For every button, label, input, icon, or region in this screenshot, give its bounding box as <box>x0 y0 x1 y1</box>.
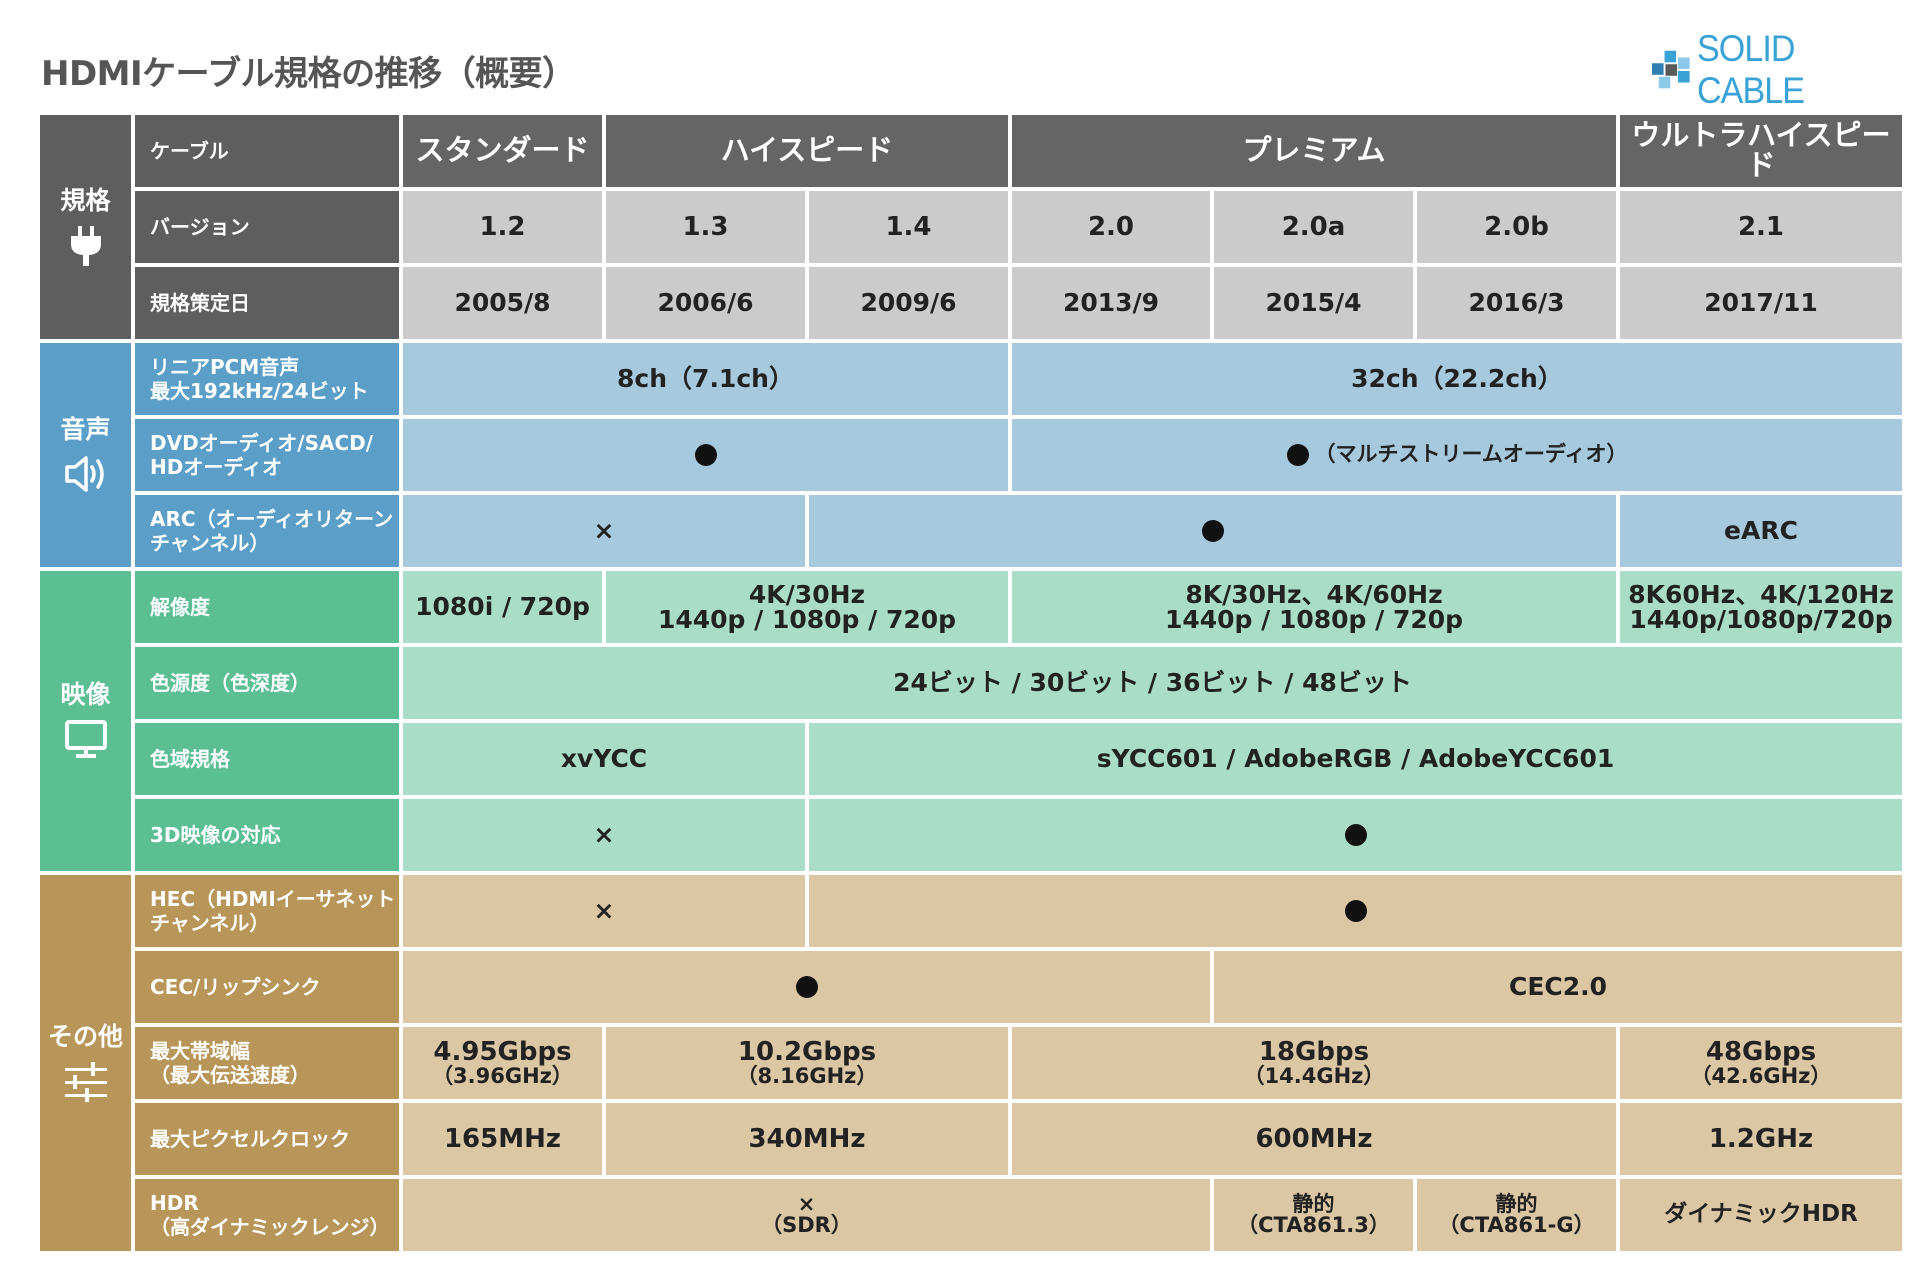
hdmi-spec-table: 規格 音声 映像 その他 ケーブル スタンダード ハイスピード プレミアム ウル… <box>40 115 1902 1251</box>
label-resolution: 解像度 <box>135 571 399 643</box>
label-arc: ARC（オーディオリターン チャンネル） <box>135 495 399 567</box>
arc-value <box>809 495 1616 567</box>
date-cell: 2013/9 <box>1012 267 1210 339</box>
hec-value: × <box>403 875 805 947</box>
supported-dot-icon <box>1344 824 1367 846</box>
version-cell: 2.0a <box>1214 191 1413 263</box>
date-cell: 2005/8 <box>403 267 602 339</box>
cec-value: CEC2.0 <box>1214 951 1902 1023</box>
label-pcm: リニアPCM音声 最大192kHz/24ビット <box>135 343 399 415</box>
dvd-audio-value <box>403 419 1008 491</box>
version-cell: 2.1 <box>1620 191 1902 263</box>
supported-dot-icon <box>1201 520 1224 542</box>
gamut-value: xvYCC <box>403 723 805 795</box>
monitor-icon <box>64 719 107 758</box>
dvd-audio-value: （マルチストリームオーディオ） <box>1012 419 1902 491</box>
supported-dot-icon <box>1344 900 1367 922</box>
label-hdr: HDR （高ダイナミックレンジ） <box>135 1179 399 1251</box>
label-date: 規格策定日 <box>135 267 399 339</box>
label-hec: HEC（HDMIイーサネット チャンネル） <box>135 875 399 947</box>
date-cell: 2006/6 <box>606 267 805 339</box>
logo-text: SOLID CABLE <box>1696 28 1805 111</box>
supported-dot-icon <box>1286 444 1309 466</box>
label-cec: CEC/リップシンク <box>135 951 399 1023</box>
cable-ultra-high-speed: ウルトラハイスピード <box>1620 115 1902 187</box>
date-cell: 2009/6 <box>809 267 1008 339</box>
label-gamut: 色域規格 <box>135 723 399 795</box>
bandwidth-value: 10.2Gbps （8.16GHz） <box>606 1027 1008 1099</box>
version-cell: 1.2 <box>403 191 602 263</box>
cable-standard: スタンダード <box>403 115 602 187</box>
pcm-value: 32ch（22.2ch） <box>1012 343 1902 415</box>
resolution-value: 4K/30Hz 1440p / 1080p / 720p <box>606 571 1008 643</box>
section-other: その他 <box>40 875 131 1251</box>
label-pixel-clock: 最大ピクセルクロック <box>135 1103 399 1175</box>
cec-value <box>403 951 1210 1023</box>
resolution-value: 1080i / 720p <box>403 571 602 643</box>
pixel-clock-value: 165MHz <box>403 1103 602 1175</box>
date-cell: 2015/4 <box>1214 267 1413 339</box>
hdr-value: 静的 （CTA861.3） <box>1214 1179 1413 1251</box>
3d-value <box>809 799 1902 871</box>
hdr-value: ダイナミックHDR <box>1620 1179 1902 1251</box>
gamut-value: sYCC601 / AdobeRGB / AdobeYCC601 <box>809 723 1902 795</box>
color-depth-value: 24ビット / 30ビット / 36ビット / 48ビット <box>403 647 1902 719</box>
3d-value: × <box>403 799 805 871</box>
version-cell: 2.0 <box>1012 191 1210 263</box>
label-color-depth: 色源度（色深度） <box>135 647 399 719</box>
version-cell: 1.3 <box>606 191 805 263</box>
bandwidth-value: 48Gbps （42.6GHz） <box>1620 1027 1902 1099</box>
plug-icon <box>70 225 101 266</box>
label-cable: ケーブル <box>135 115 399 187</box>
pixel-clock-value: 1.2GHz <box>1620 1103 1902 1175</box>
arc-value: × <box>403 495 805 567</box>
supported-dot-icon <box>795 976 818 998</box>
logo-mark-icon <box>1652 50 1690 89</box>
date-cell: 2016/3 <box>1417 267 1616 339</box>
pcm-value: 8ch（7.1ch） <box>403 343 1008 415</box>
version-cell: 1.4 <box>809 191 1008 263</box>
hdr-value: × （SDR） <box>403 1179 1210 1251</box>
sliders-icon <box>64 1061 107 1102</box>
label-version: バージョン <box>135 191 399 263</box>
solid-cable-logo: SOLID CABLE <box>1652 28 1920 111</box>
bandwidth-value: 18Gbps （14.4GHz） <box>1012 1027 1616 1099</box>
cable-premium: プレミアム <box>1012 115 1616 187</box>
speaker-icon <box>64 456 104 492</box>
resolution-value: 8K/30Hz、4K/60Hz 1440p / 1080p / 720p <box>1012 571 1616 643</box>
section-spec: 規格 <box>40 115 131 339</box>
section-video: 映像 <box>40 571 131 871</box>
label-bandwidth: 最大帯域幅 （最大伝送速度） <box>135 1027 399 1099</box>
section-audio: 音声 <box>40 343 131 567</box>
pixel-clock-value: 340MHz <box>606 1103 1008 1175</box>
label-3d: 3D映像の対応 <box>135 799 399 871</box>
supported-dot-icon <box>694 444 717 466</box>
date-cell: 2017/11 <box>1620 267 1902 339</box>
page-title: HDMIケーブル規格の推移（概要） <box>41 54 576 94</box>
bandwidth-value: 4.95Gbps （3.96GHz） <box>403 1027 602 1099</box>
hdr-value: 静的 （CTA861-G） <box>1417 1179 1616 1251</box>
version-cell: 2.0b <box>1417 191 1616 263</box>
resolution-value: 8K60Hz、4K/120Hz 1440p/1080p/720p <box>1620 571 1902 643</box>
hec-value <box>809 875 1902 947</box>
pixel-clock-value: 600MHz <box>1012 1103 1616 1175</box>
arc-value: eARC <box>1620 495 1902 567</box>
cable-high-speed: ハイスピード <box>606 115 1008 187</box>
label-dvd-audio: DVDオーディオ/SACD/HDオーディオ <box>135 419 399 491</box>
